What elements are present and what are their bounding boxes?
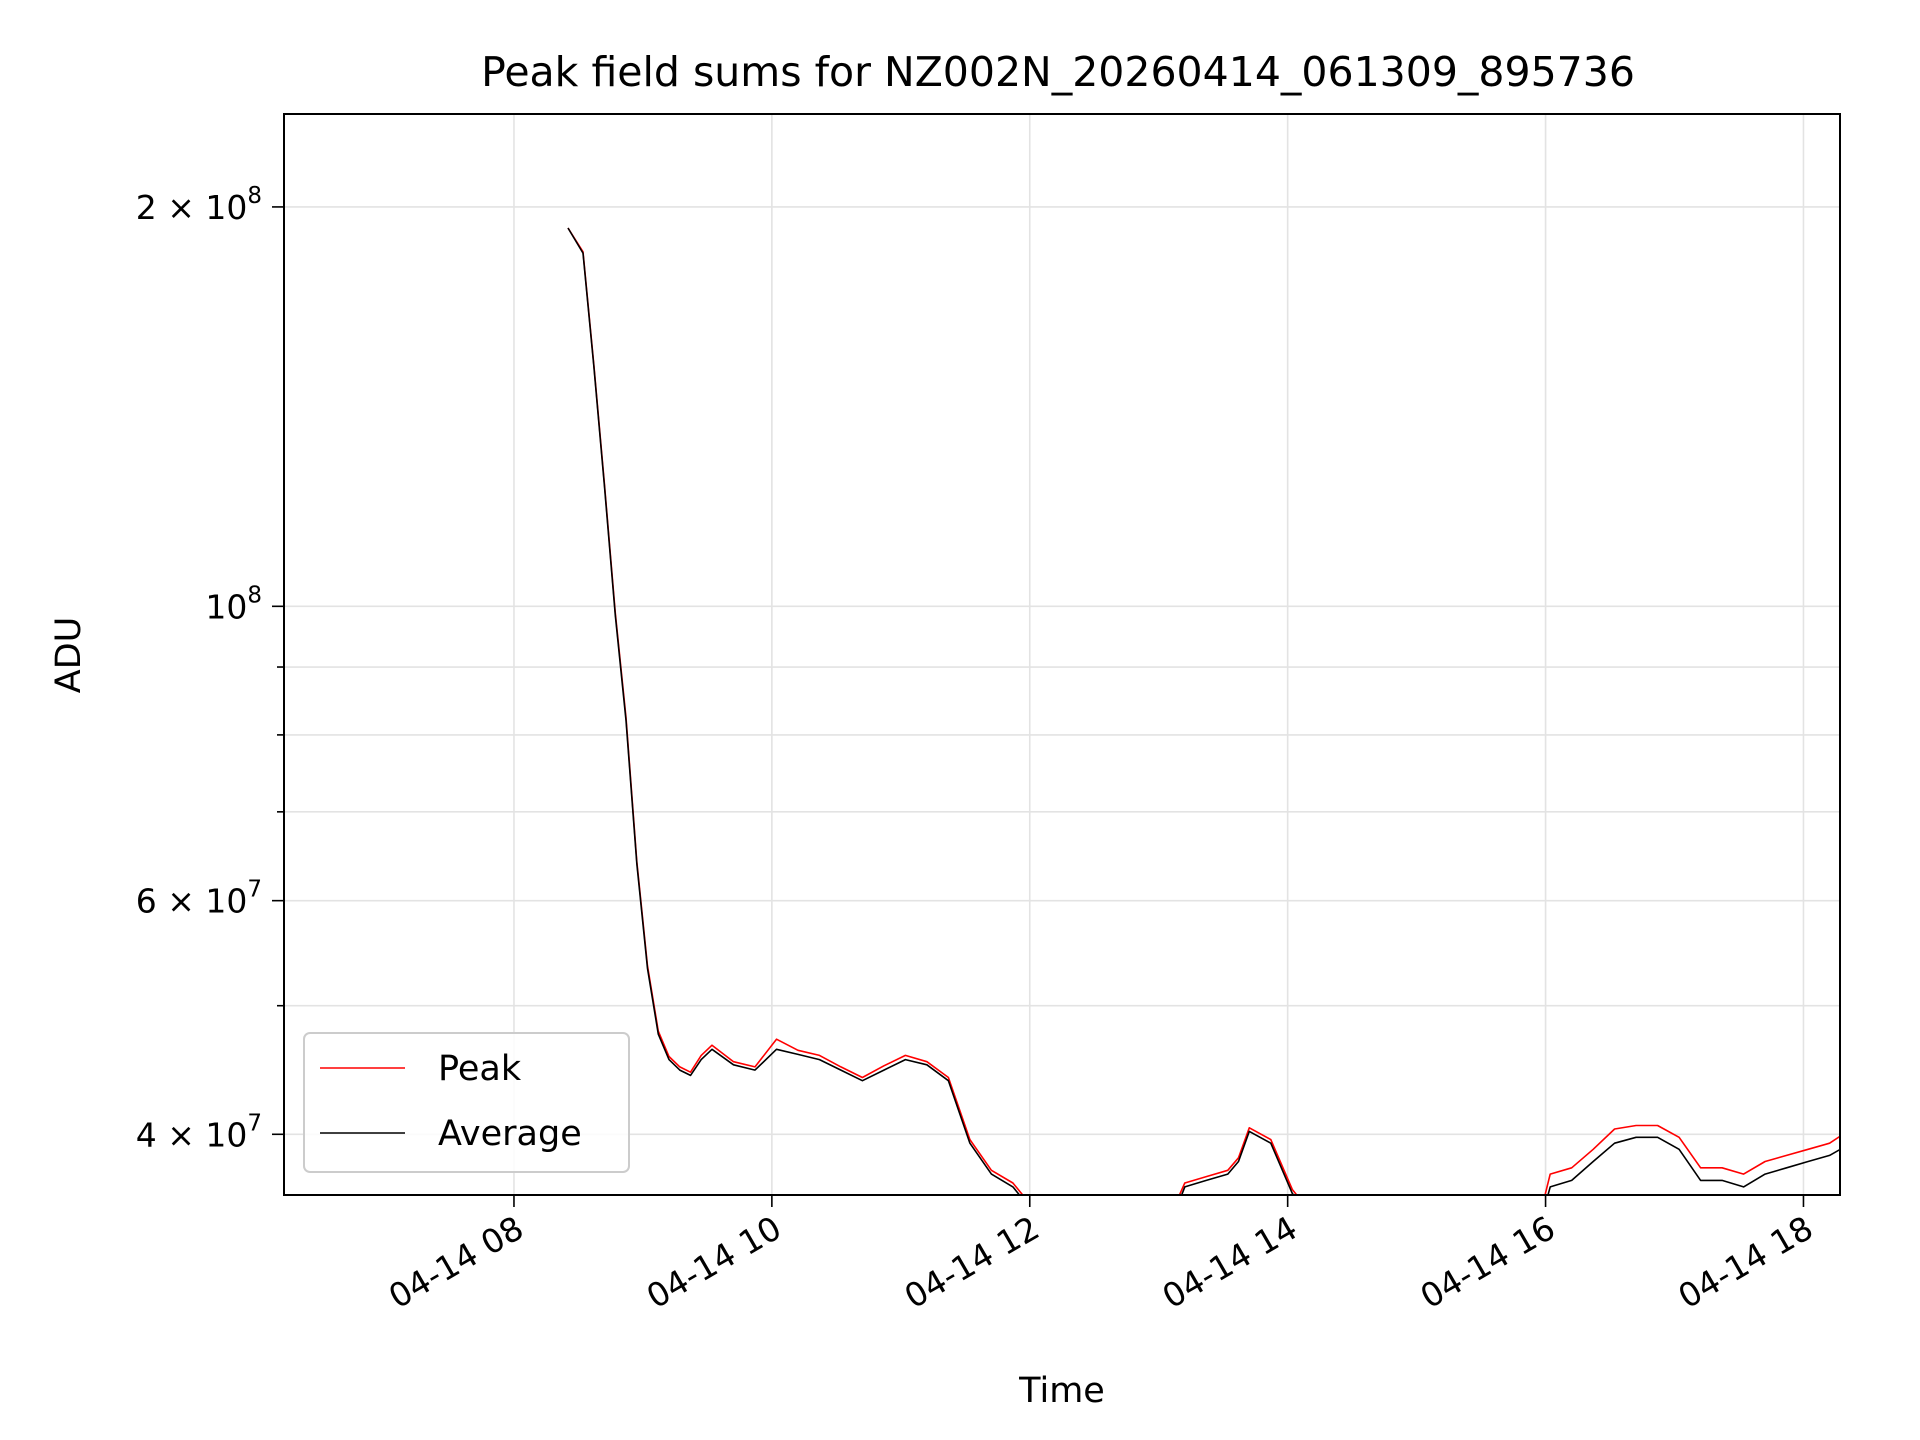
y-tick-exponent: 8 (247, 183, 262, 209)
y-tick-label: 108 (205, 582, 262, 626)
y-tick-label: 6 × 107 (136, 877, 262, 921)
series-layer (567, 227, 1840, 1195)
legend-label-average: Average (438, 1114, 582, 1154)
y-axis-label: ADU (49, 617, 89, 694)
y-tick-mantissa: 10 (205, 587, 247, 626)
plot-frame (283, 113, 1841, 1196)
y-tick-mantissa: 2 × 10 (136, 188, 248, 227)
series-line-average (567, 227, 1840, 1195)
legend: Peak Average (303, 1032, 630, 1173)
series-line-peak (567, 227, 1840, 1195)
y-tick-exponent: 8 (247, 582, 262, 608)
y-tick-mantissa: 4 × 10 (136, 1115, 248, 1154)
y-tick-exponent: 7 (247, 1110, 262, 1136)
y-tick-label: 2 × 108 (136, 183, 262, 227)
plot-area (567, 227, 1840, 1195)
chart-title: Peak field sums for NZ002N_20260414_0613… (481, 48, 1635, 96)
grid (284, 114, 1840, 1195)
x-axis-label: Time (1018, 1371, 1105, 1411)
y-tick-label: 4 × 107 (136, 1110, 262, 1154)
legend-label-peak: Peak (438, 1049, 522, 1089)
y-tick-mantissa: 6 × 10 (136, 882, 248, 921)
y-tick-exponent: 7 (247, 877, 262, 903)
